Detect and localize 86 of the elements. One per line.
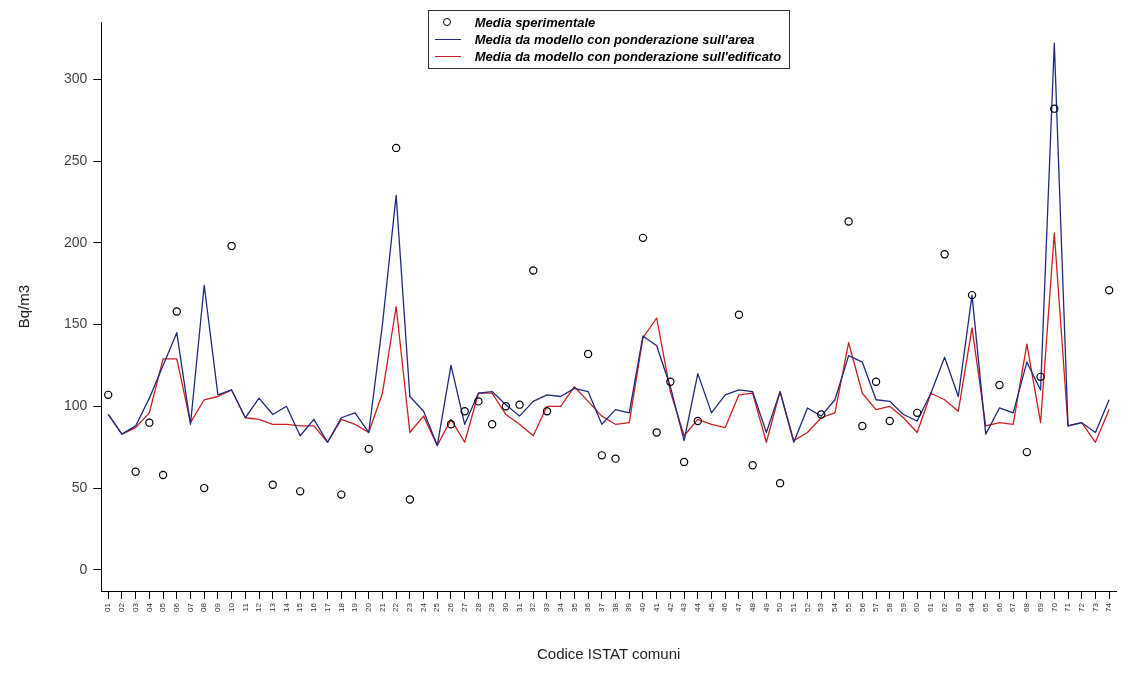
x-tick-label: 72 — [1076, 602, 1086, 613]
x-tick-label: 62 — [939, 602, 949, 613]
x-tick-label: 36 — [583, 602, 593, 613]
x-tick-label: 49 — [761, 602, 771, 613]
x-tick-label: 27 — [459, 602, 469, 613]
x-tick-label: 44 — [693, 602, 703, 613]
x-tick-label: 17 — [322, 602, 332, 613]
x-tick-label: 19 — [350, 602, 360, 613]
x-tick-label: 07 — [185, 602, 195, 613]
x-tick-label: 32 — [528, 602, 538, 613]
x-tick-label: 34 — [555, 602, 565, 613]
x-tick-label: 67 — [1008, 602, 1018, 613]
x-tick-label: 47 — [734, 602, 744, 613]
x-tick-label: 39 — [624, 602, 634, 613]
legend-label: Media da modello con ponderazione sull'edificato — [474, 48, 782, 65]
x-tick-label: 22 — [391, 602, 401, 613]
x-tick-label: 63 — [953, 602, 963, 613]
x-tick-label: 54 — [830, 602, 840, 613]
x-tick-label: 69 — [1035, 602, 1045, 613]
x-tick-label: 48 — [747, 602, 757, 613]
x-tick-label: 66 — [994, 602, 1004, 613]
x-tick-label: 10 — [226, 602, 236, 613]
x-tick-label: 14 — [281, 602, 291, 613]
x-axis-title: Codice ISTAT comuni — [536, 645, 681, 663]
x-tick-label: 29 — [487, 602, 497, 613]
x-tick-label: 02 — [117, 602, 127, 613]
x-tick-label: 45 — [706, 602, 716, 613]
x-tick-label: 68 — [1022, 602, 1032, 613]
y-tick-label: 0 — [79, 560, 88, 577]
x-tick-label: 53 — [816, 602, 826, 613]
x-tick-label: 28 — [473, 602, 483, 613]
x-tick-label: 11 — [240, 602, 250, 612]
x-tick-label: 51 — [788, 602, 798, 613]
x-tick-label: 65 — [980, 602, 990, 613]
x-tick-label: 23 — [405, 602, 415, 613]
x-tick-label: 73 — [1090, 602, 1100, 613]
x-tick-label: 08 — [199, 602, 209, 613]
x-tick-label: 20 — [363, 602, 373, 613]
x-tick-label: 24 — [418, 602, 428, 613]
x-tick-label: 04 — [144, 602, 154, 613]
x-tick-label: 50 — [775, 602, 785, 613]
x-tick-label: 71 — [1063, 602, 1073, 613]
y-axis-title: Bq/m3 — [15, 284, 33, 329]
x-tick-label: 42 — [665, 602, 675, 613]
x-tick-label: 21 — [377, 602, 387, 613]
x-tick-label: 58 — [884, 602, 894, 613]
x-tick-label: 40 — [638, 602, 648, 613]
x-tick-label: 09 — [213, 602, 223, 613]
x-tick-label: 46 — [720, 602, 730, 613]
x-tick-label: 33 — [542, 602, 552, 613]
x-tick-label: 31 — [514, 602, 524, 613]
x-tick-label: 18 — [336, 602, 346, 613]
x-tick-label: 57 — [871, 602, 881, 613]
x-tick-label: 25 — [432, 602, 442, 613]
legend-label: Media da modello con ponderazione sull'area — [474, 31, 755, 48]
x-tick-label: 56 — [857, 602, 867, 613]
x-tick-label: 30 — [501, 602, 511, 613]
y-tick-label: 150 — [64, 315, 88, 332]
x-tick-label: 35 — [569, 602, 579, 613]
x-tick-label: 37 — [597, 602, 607, 613]
x-tick-label: 05 — [158, 602, 168, 613]
x-tick-label: 38 — [610, 602, 620, 613]
x-tick-label: 13 — [267, 602, 277, 613]
x-tick-label: 41 — [651, 602, 661, 613]
y-tick-label: 300 — [64, 70, 88, 87]
y-tick-label: 50 — [71, 478, 88, 495]
y-tick-label: 100 — [64, 397, 88, 414]
x-tick-label: 43 — [679, 602, 689, 613]
x-tick-label: 52 — [802, 602, 812, 613]
x-tick-label: 59 — [898, 602, 908, 613]
x-tick-label: 01 — [103, 602, 113, 613]
x-tick-label: 55 — [843, 602, 853, 613]
x-tick-label: 03 — [130, 602, 140, 613]
x-tick-label: 16 — [309, 602, 319, 613]
x-tick-label: 64 — [967, 602, 977, 613]
y-tick-label: 250 — [64, 151, 88, 168]
x-tick-label: 15 — [295, 602, 305, 613]
x-tick-label: 74 — [1104, 602, 1114, 613]
x-tick-label: 60 — [912, 602, 922, 613]
x-tick-label: 26 — [446, 602, 456, 613]
x-tick-label: 12 — [254, 602, 264, 613]
legend-label: Media sperimentale — [474, 14, 596, 31]
x-tick-label: 61 — [926, 602, 936, 613]
y-tick-label: 200 — [64, 233, 88, 250]
x-tick-label: 70 — [1049, 602, 1059, 613]
x-tick-label: 06 — [171, 602, 181, 613]
